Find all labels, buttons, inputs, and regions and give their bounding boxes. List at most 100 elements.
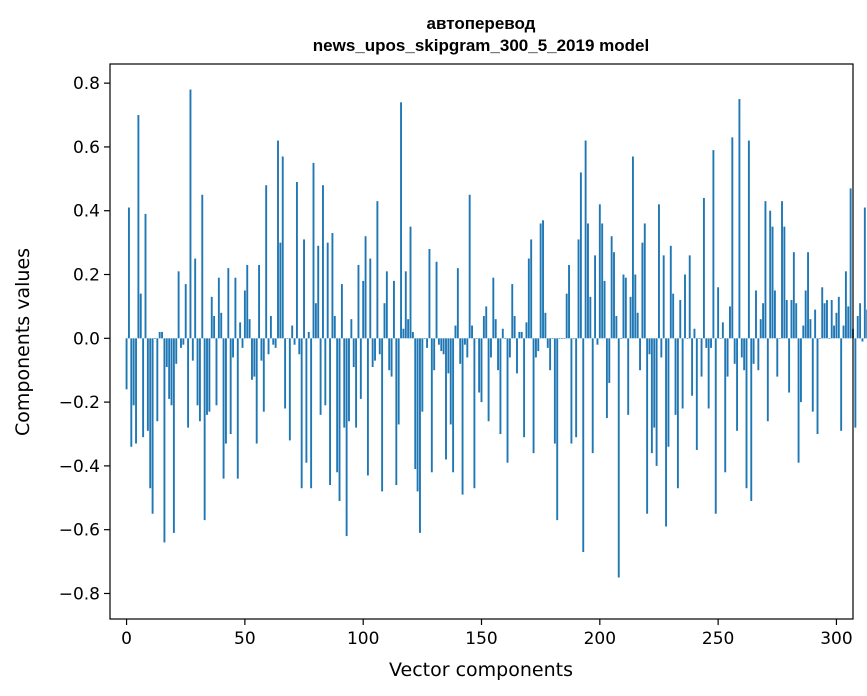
bar xyxy=(861,338,864,342)
bar xyxy=(826,300,828,339)
bar xyxy=(485,306,488,339)
bar xyxy=(844,271,847,339)
bar xyxy=(549,338,552,371)
bar xyxy=(518,331,521,339)
bar xyxy=(184,284,187,339)
bar xyxy=(842,325,845,339)
bar xyxy=(646,338,649,514)
bar xyxy=(523,338,526,438)
bar xyxy=(135,338,137,444)
bar xyxy=(511,284,514,339)
bar xyxy=(317,245,320,339)
bar xyxy=(816,338,819,434)
bar xyxy=(421,338,424,412)
chart-title-line-1: автоперевод xyxy=(427,14,536,33)
bar xyxy=(180,338,182,348)
bar xyxy=(558,338,561,339)
bar xyxy=(702,197,705,339)
bar xyxy=(750,338,753,501)
bar xyxy=(700,338,703,377)
bar xyxy=(736,338,738,431)
y-tick-label: 0.6 xyxy=(73,138,100,158)
bar xyxy=(357,264,360,339)
bar xyxy=(236,338,239,479)
bar xyxy=(854,338,857,428)
bar xyxy=(641,242,644,339)
bar xyxy=(705,338,708,348)
bar xyxy=(322,185,324,339)
bar xyxy=(534,338,537,358)
bar xyxy=(355,338,358,428)
bar xyxy=(402,328,405,339)
bar xyxy=(423,338,426,339)
bar xyxy=(277,140,279,339)
bar xyxy=(627,338,630,415)
bar xyxy=(364,236,367,339)
bar xyxy=(426,338,429,348)
plot-frame xyxy=(109,63,854,620)
bar xyxy=(409,226,412,339)
bar xyxy=(480,338,483,403)
bar xyxy=(584,140,587,339)
bar xyxy=(274,338,277,348)
bar xyxy=(688,255,691,339)
bar xyxy=(669,245,672,339)
bar xyxy=(251,338,253,380)
bar xyxy=(298,338,301,355)
bar xyxy=(556,338,559,521)
bar xyxy=(447,338,450,374)
bar xyxy=(456,268,459,339)
bar xyxy=(520,331,523,339)
bar xyxy=(466,338,469,358)
bar xyxy=(676,338,679,489)
bar xyxy=(307,331,310,339)
bar xyxy=(660,338,663,358)
bar xyxy=(740,338,743,358)
bar xyxy=(863,207,866,339)
bar xyxy=(655,338,658,466)
bar xyxy=(146,338,149,431)
bar xyxy=(686,338,689,339)
bar xyxy=(471,325,473,339)
bar xyxy=(454,325,457,339)
bar xyxy=(362,280,365,339)
bar xyxy=(695,338,698,450)
bar xyxy=(605,338,608,419)
bar xyxy=(771,226,774,339)
bar xyxy=(378,338,381,355)
x-tick-label: 300 xyxy=(820,629,852,649)
bar xyxy=(568,264,570,339)
bar xyxy=(539,223,542,339)
bar xyxy=(154,338,156,339)
bar xyxy=(714,338,717,514)
bar xyxy=(220,312,223,339)
bar xyxy=(546,338,549,348)
bar xyxy=(729,306,731,339)
bar xyxy=(781,201,783,339)
bar xyxy=(821,287,824,339)
bar xyxy=(478,338,481,393)
bar xyxy=(243,290,246,339)
y-tick-label: −0.2 xyxy=(59,393,100,413)
bar xyxy=(262,338,265,412)
bar xyxy=(345,338,348,537)
bar xyxy=(672,293,675,339)
bar xyxy=(246,264,249,339)
bar xyxy=(516,338,518,374)
bar xyxy=(127,207,130,339)
bar xyxy=(156,338,159,422)
bar xyxy=(229,338,232,434)
bar xyxy=(636,312,639,339)
bar xyxy=(227,268,230,339)
bar xyxy=(551,338,554,339)
bar xyxy=(624,277,627,339)
bar xyxy=(234,277,237,339)
bar xyxy=(397,338,400,425)
bar xyxy=(225,338,227,444)
bar xyxy=(151,338,154,514)
bar xyxy=(631,156,634,339)
bar xyxy=(733,338,736,364)
x-tick-label: 0 xyxy=(121,629,132,649)
bar xyxy=(132,338,135,406)
bar xyxy=(170,338,173,406)
